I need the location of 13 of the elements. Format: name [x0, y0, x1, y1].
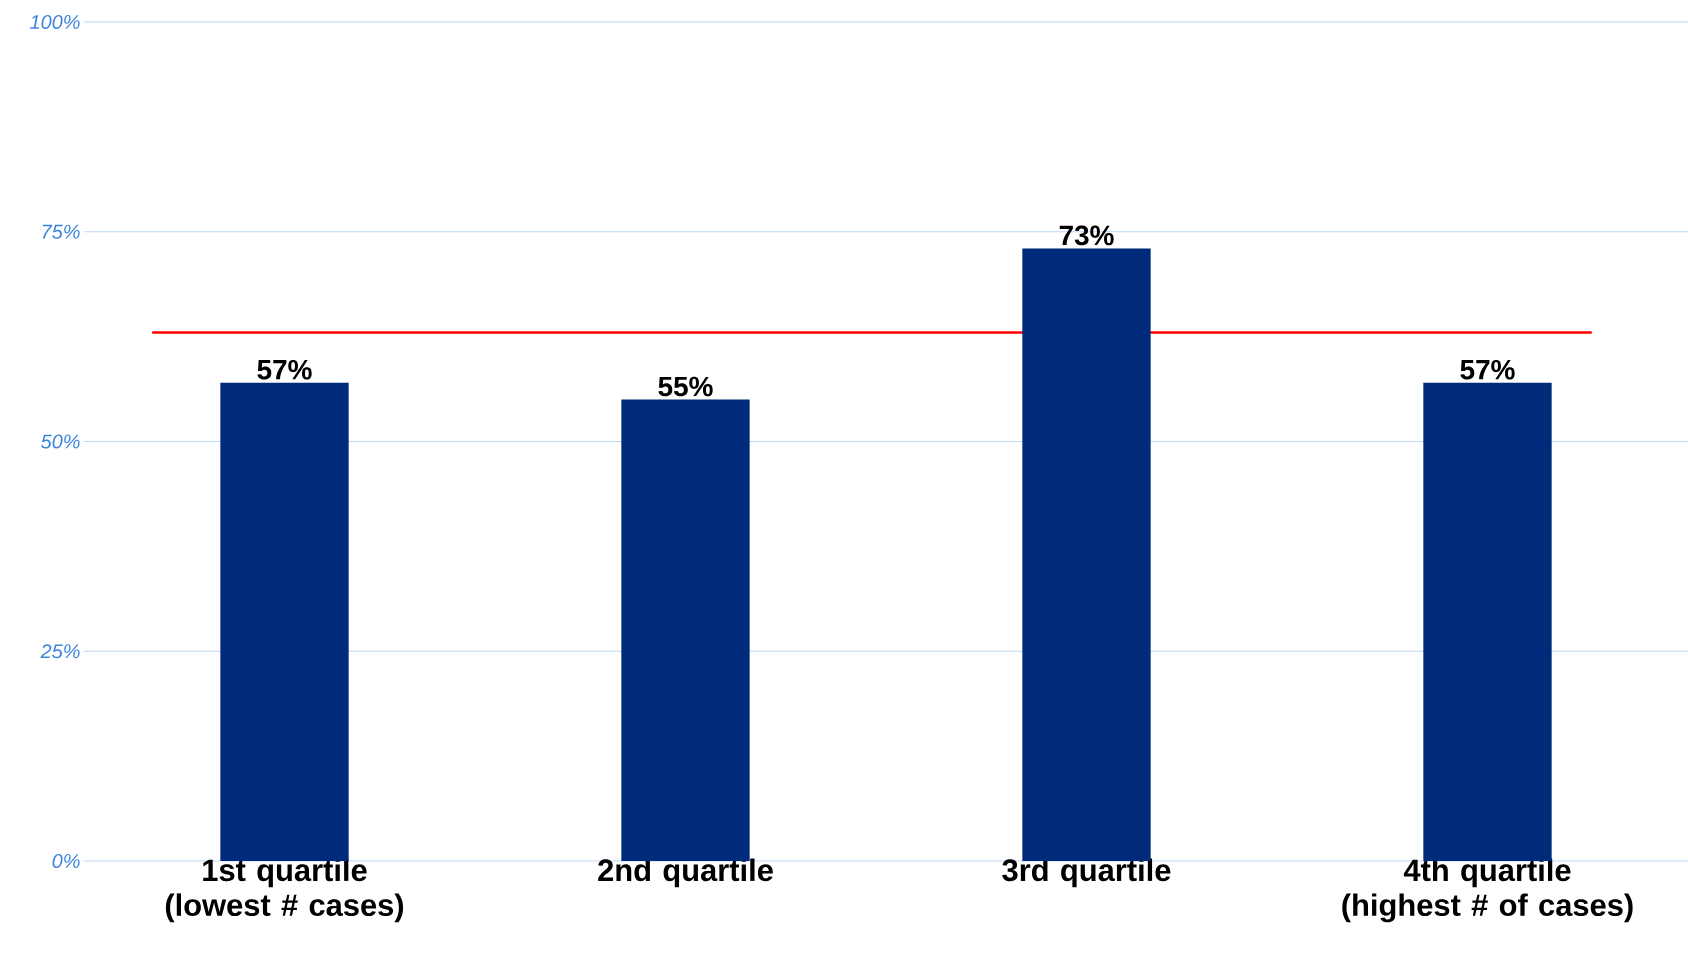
data-label: 57%	[1460, 359, 1515, 380]
y-tick-label: 50%	[41, 434, 80, 449]
y-tick-label: 100%	[30, 14, 80, 30]
data-label: 57%	[257, 359, 312, 380]
y-tick-label: 0%	[52, 853, 80, 869]
x-tick-label: 2nd quartile	[598, 858, 773, 888]
x-tick-label: 4th quartile (highest # of cases)	[1342, 858, 1633, 923]
x-tick-label: 3rd quartile	[1002, 858, 1171, 888]
y-tick-label: 25%	[40, 644, 80, 659]
data-label: 73%	[1059, 225, 1114, 246]
y-tick-label: 75%	[42, 224, 80, 239]
data-label: 55%	[658, 376, 713, 397]
x-tick-label: 1st quartile (lowest # cases)	[165, 858, 404, 923]
